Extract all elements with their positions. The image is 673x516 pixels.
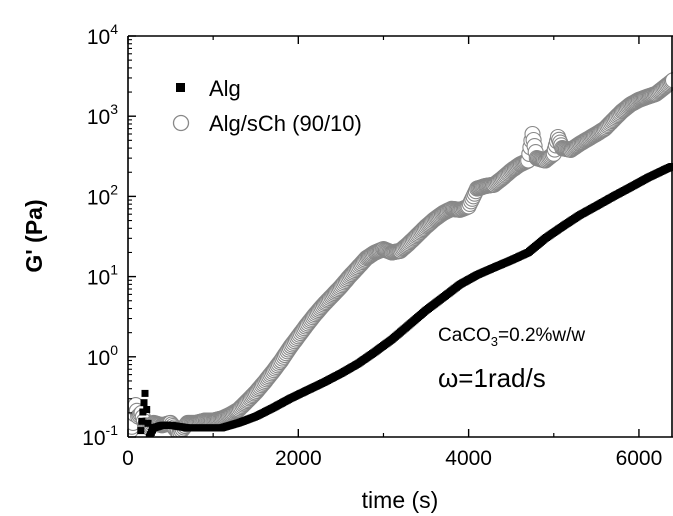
x-axis-title: time (s) [362, 487, 439, 513]
legend: Alg Alg/sCh (90/10) [172, 76, 362, 136]
x-tick-label: 4000 [445, 447, 492, 470]
x-tick-label: 6000 [616, 447, 663, 470]
y-tick-label: 101 [87, 262, 118, 290]
data-point-alg [144, 419, 152, 427]
data-point-alg [141, 389, 149, 397]
axes: 0 2000 4000 6000 10-1 100 101 102 103 104 [82, 21, 673, 470]
legend-label-alg: Alg [209, 76, 241, 101]
data-point-alg [139, 408, 147, 416]
legend-label-alg-sch: Alg/sCh (90/10) [209, 111, 362, 136]
legend-marker-alg [176, 83, 185, 92]
legend-marker-alg-sch [172, 114, 190, 132]
annotation-caco3: CaCO3=0.2%w/w [438, 325, 585, 349]
data-point-alg [137, 427, 145, 435]
data-points [128, 72, 673, 437]
y-axis-title: G' (Pa) [21, 199, 47, 272]
x-tick-label: 0 [122, 447, 134, 470]
data-point-alg [140, 399, 148, 407]
data-point-alg-sch [664, 72, 673, 89]
plot-area [128, 72, 673, 437]
y-tick-label: 100 [87, 342, 118, 370]
data-point-alg [138, 417, 146, 425]
x-tick-label: 2000 [275, 447, 322, 470]
y-tick-label: 103 [87, 101, 118, 129]
data-point-alg [143, 406, 151, 413]
y-tick-label: 102 [87, 181, 118, 209]
data-point-alg [668, 163, 673, 170]
annotation-omega: ω=1rad/s [438, 363, 546, 393]
y-tick-label: 10-1 [82, 422, 118, 450]
y-tick-label: 104 [87, 21, 118, 49]
